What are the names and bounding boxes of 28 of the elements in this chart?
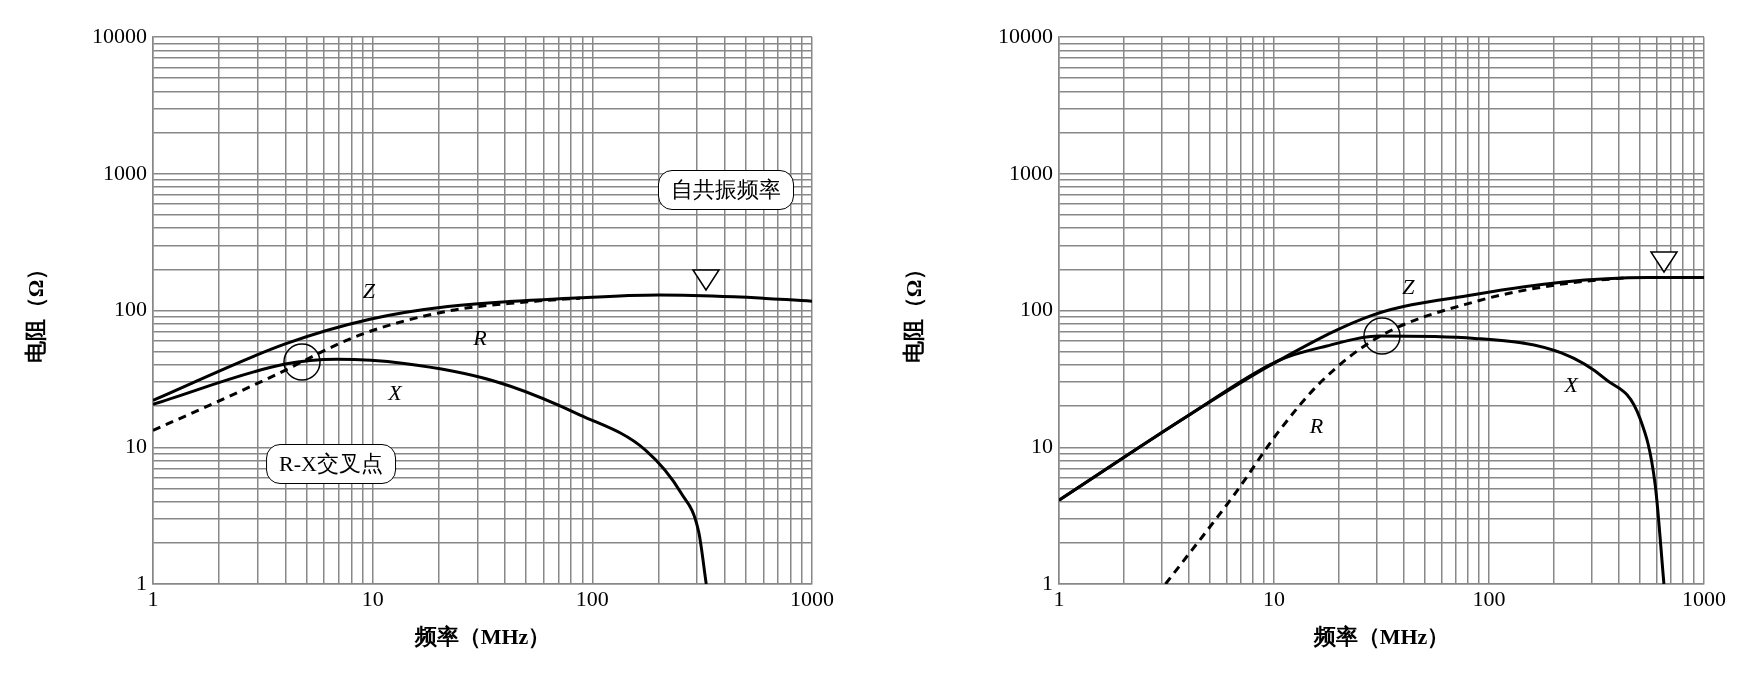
series-label: X: [1563, 371, 1580, 397]
y-tick-label: 1: [136, 569, 147, 595]
y-tick-label: 1000: [103, 159, 147, 185]
x-axis-title: 频率（MHz）: [1312, 624, 1450, 650]
y-axis-title: 电阻（Ω）: [900, 257, 926, 364]
series-label: X: [387, 380, 404, 406]
x-axis-title: 频率（MHz）: [413, 624, 551, 650]
y-tick-label: 10000: [998, 22, 1053, 48]
y-tick-label: 1000: [1009, 159, 1053, 185]
y-tick-label: 100: [1020, 296, 1053, 322]
x-tick-label: 100: [1472, 585, 1506, 611]
annotation: R-X交叉点: [265, 443, 396, 484]
y-tick-label: 10000: [92, 22, 147, 48]
y-tick-label: 10: [1031, 433, 1053, 459]
x-tick-label: 100: [575, 585, 609, 611]
x-tick-label: 10: [361, 585, 384, 611]
x-tick-label: 1000: [790, 585, 834, 611]
x-tick-label: 1000: [1682, 585, 1726, 611]
y-tick-label: 10: [125, 433, 147, 459]
x-tick-label: 10: [1263, 585, 1285, 611]
y-tick-label: 1: [1042, 569, 1053, 595]
series-label: R: [472, 324, 488, 350]
series-label: Z: [362, 278, 376, 304]
series-label: Z: [1402, 273, 1416, 299]
y-tick-label: 100: [114, 296, 147, 322]
annotation: 自共振频率: [658, 170, 795, 211]
series-label: R: [1308, 413, 1324, 439]
y-axis-title: 电阻（Ω）: [22, 257, 48, 364]
